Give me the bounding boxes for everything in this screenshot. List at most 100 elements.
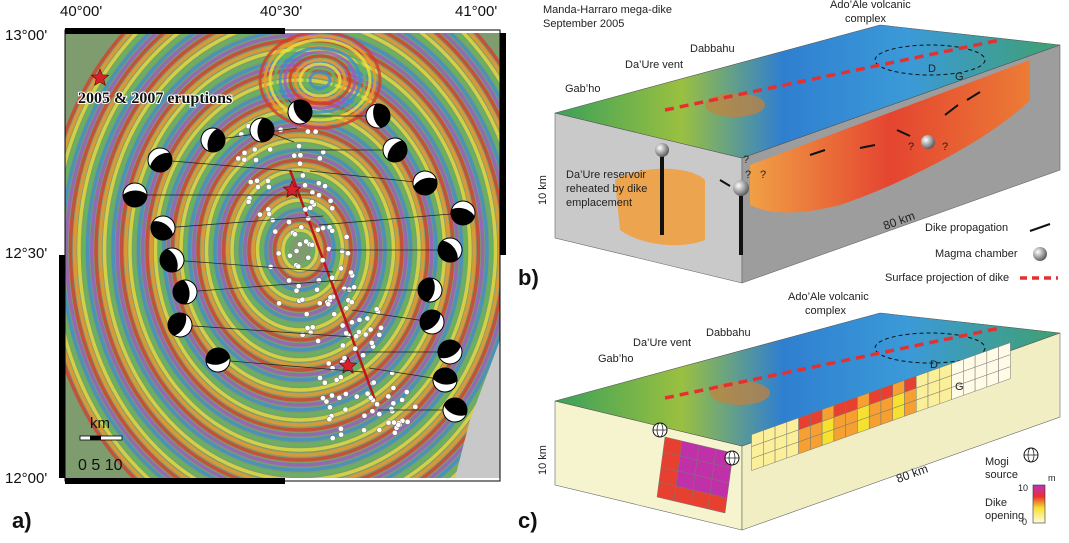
place-label: G [955,381,964,393]
earthquake [252,147,257,152]
earthquake [357,317,362,322]
legend-label: Mogi [985,456,1009,468]
earthquake [322,183,327,188]
earthquake [328,198,333,203]
earthquake [276,251,281,256]
earthquake [330,275,335,280]
earthquake [320,396,325,401]
legend-label: Dike propagation [925,222,1008,234]
lat-label: 12°30' [5,245,47,262]
scale-labels: 0 5 10 [78,457,123,474]
question-mark: ? [908,141,914,153]
earthquake [327,417,332,422]
earthquake [266,207,271,212]
earthquake [340,249,345,254]
panel-label: b) [518,265,539,290]
earthquake [370,409,375,414]
earthquake [315,227,320,232]
place-label: Da’Ure vent [633,337,691,349]
earthquake [378,325,383,330]
legend-label: Magma chamber [935,248,1018,260]
earthquake [317,301,322,306]
earthquake [392,430,397,435]
earthquake [361,428,366,433]
place-label: D [928,63,936,75]
earthquake [304,311,309,316]
earthquake [303,207,308,212]
mogi-source [653,423,667,437]
earthquake [374,402,379,407]
earthquake [273,229,278,234]
place-label: complex [845,13,886,25]
figure-title: September 2005 [543,18,624,30]
earthquake [368,395,373,400]
earthquake [356,329,361,334]
place-label: Gab’ho [565,83,600,95]
earthquake [306,255,311,260]
earthquake [268,147,273,152]
earthquake [342,286,347,291]
earthquake [300,297,305,302]
earthquake [297,242,302,247]
earthquake [330,436,335,441]
earthquake [389,406,394,411]
earthquake [330,228,335,233]
lon-label: 40°00' [60,3,102,20]
earthquake [310,325,315,330]
earthquake [344,306,349,311]
place-label: Ado’Ale volcanic [830,0,911,11]
earthquake [248,179,253,184]
place-label: Gab’ho [598,353,633,365]
legend-label: Surface projection of dike [885,272,1009,284]
earthquake [322,380,327,385]
earthquake [236,156,241,161]
earthquake [305,325,310,330]
earthquake [326,361,331,366]
page: 40°00' 40°30' 41°00' 13°00' 12°30' 12°00… [0,0,1069,538]
earthquake [338,266,343,271]
earthquake [404,389,409,394]
place-label: Dabbahu [690,43,735,55]
place-label: complex [805,305,846,317]
earthquake [386,394,391,399]
earthquake [317,156,322,161]
place-label: G [955,71,964,83]
earthquake [332,312,337,317]
figure-title: Manda-Harraro mega-dike [543,4,672,16]
earthquake [365,316,370,321]
earthquake [313,129,318,134]
earthquake [310,190,315,195]
legend-arrow [1030,224,1050,231]
earthquake [305,129,310,134]
legend-label: opening [985,510,1024,522]
earthquake [405,419,410,424]
earthquake [362,413,367,418]
earthquake [371,380,376,385]
earthquake [330,366,335,371]
earthquake [297,161,302,166]
earthquake [349,300,354,305]
earthquake [338,426,343,431]
earthquake [377,427,382,432]
legend-label: source [985,469,1018,481]
lat-label: 13°00' [5,27,47,44]
earthquake [391,401,396,406]
earthquake [304,239,309,244]
earthquake [266,184,271,189]
earthquake [348,270,353,275]
scale-unit: km [90,415,110,432]
earthquake [413,404,418,409]
mogi-source [1024,448,1038,462]
question-mark: ? [760,169,766,181]
earthquake [352,285,357,290]
reservoir-label: emplacement [566,197,632,209]
earthquake [320,258,325,263]
earthquake [391,385,396,390]
mogi-source [725,451,739,465]
earthquake [255,184,260,189]
earthquake [327,405,332,410]
lon-label: 40°30' [260,3,302,20]
colorbar [1033,485,1045,523]
colorbar-max: 10 [1018,483,1028,493]
legend-sphere [1033,247,1047,261]
